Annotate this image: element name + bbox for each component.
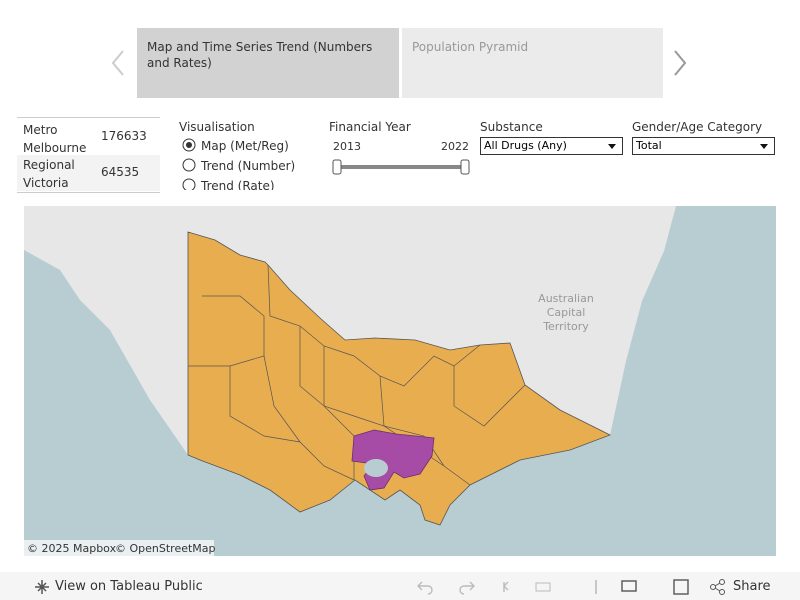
share-button[interactable]: Share <box>733 579 771 594</box>
radio-label: Trend (Rate) <box>201 179 275 190</box>
map-label: Capital <box>547 306 586 319</box>
filter-title: Financial Year <box>329 120 411 134</box>
tableau-icon <box>35 580 49 594</box>
radio-option[interactable]: Trend (Rate) <box>182 178 275 190</box>
radio-group: Map (Met/Reg) Trend (Number) Trend (Rate) <box>182 138 322 190</box>
attribution[interactable]: © 2025 Mapbox <box>27 542 117 555</box>
row-label: Regional Victoria <box>23 158 75 190</box>
row-value: 64535 <box>101 165 140 179</box>
toolbar: View on Tableau Public Share <box>0 572 800 600</box>
next-arrow[interactable] <box>670 48 690 78</box>
year-slider[interactable] <box>330 158 472 176</box>
map-label: Australian <box>538 292 594 305</box>
dropdown[interactable]: Total <box>632 137 775 155</box>
filter-title: Substance <box>480 120 543 134</box>
slider-max: 2022 <box>441 140 469 153</box>
summary-table: Metro Melbourne 176633 Regional Victoria… <box>17 117 160 193</box>
attribution[interactable]: © OpenStreetMap <box>115 542 216 555</box>
dropdown[interactable]: All Drugs (Any) <box>480 137 623 155</box>
slider-min: 2013 <box>333 140 361 153</box>
tab[interactable]: Map and Time Series Trend (Numbers and R… <box>137 28 399 98</box>
view-link[interactable]: View on Tableau Public <box>55 579 203 594</box>
prev-arrow[interactable] <box>108 48 128 78</box>
radio-option[interactable]: Map (Met/Reg) <box>182 138 289 153</box>
radio-label: Trend (Number) <box>201 159 296 173</box>
filter-title: Gender/Age Category <box>632 120 763 134</box>
toolbar-icons <box>417 579 689 595</box>
share-icon <box>710 579 725 595</box>
tab[interactable]: Population Pyramid <box>402 28 663 98</box>
radio-label: Map (Met/Reg) <box>201 139 289 153</box>
row-value: 176633 <box>101 129 147 143</box>
radio-option[interactable]: Trend (Number) <box>182 158 295 173</box>
row-label: Metro Melbourne <box>23 123 87 155</box>
map-label: Territory <box>542 320 589 333</box>
filter-title: Visualisation <box>179 120 255 134</box>
